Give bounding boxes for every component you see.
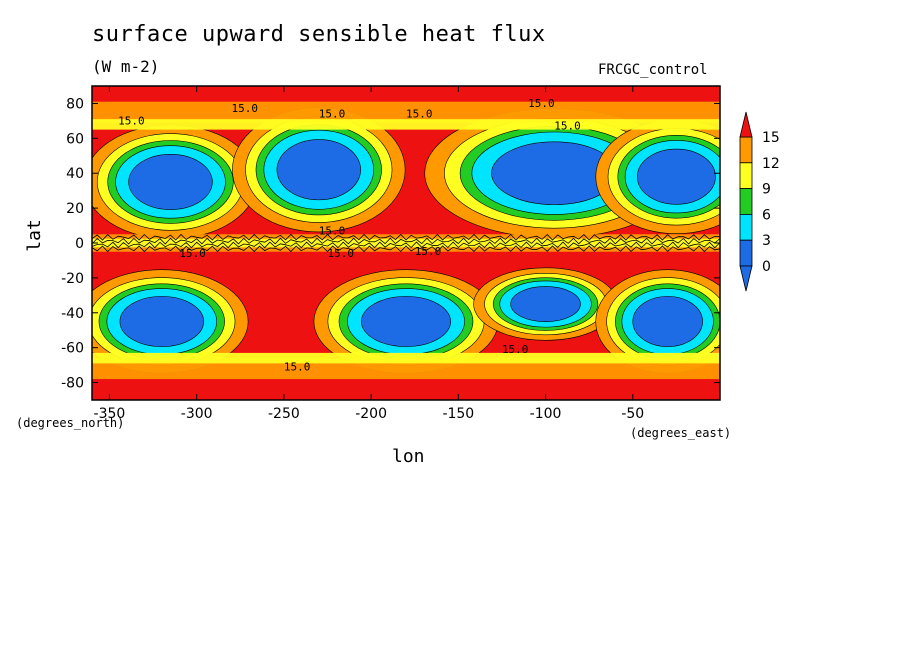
blob-0-ring-4	[128, 154, 213, 210]
y-tick-label: 80	[66, 96, 84, 112]
contour-label: 15.0	[528, 97, 555, 110]
x-tick-label: -300	[181, 406, 213, 422]
colorbar: 15 12 9 6 3 0	[739, 111, 780, 292]
x-axis-units: (degrees_east)	[630, 426, 732, 440]
x-axis-ticks: -350 -300 -250 -200 -150 -100 -50	[94, 86, 644, 422]
contour-label: 15.0	[319, 107, 346, 120]
contour-label: 15.0	[319, 224, 346, 237]
x-tick-label: -250	[268, 406, 300, 422]
band-0	[92, 101, 720, 123]
band-1	[92, 119, 720, 130]
run-label: FRCGC_control	[598, 62, 708, 78]
y-tick-label: -40	[61, 306, 84, 322]
y-tick-label: -60	[61, 341, 84, 357]
contour-label: 15.0	[118, 114, 144, 127]
x-tick-label: -100	[530, 406, 562, 422]
colorbar-label: 0	[762, 259, 771, 275]
x-tick-label: -350	[94, 406, 126, 422]
contour-label: 15.0	[284, 360, 311, 373]
contour-label: 15.0	[328, 247, 355, 260]
contour-label: 15.0	[179, 247, 206, 260]
colorbar-segment	[739, 239, 753, 267]
blob-4-ring-4	[119, 296, 204, 347]
colorbar-segment	[739, 162, 753, 190]
y-tick-label: -80	[61, 376, 84, 392]
equator-contour-2	[92, 237, 720, 245]
chart-units: (W m-2)	[92, 57, 160, 76]
y-tick-label: 60	[66, 131, 84, 147]
blob-6-ring-4	[510, 286, 581, 322]
colorbar-label: 6	[762, 207, 771, 223]
north-pole-strip	[92, 86, 720, 100]
blob-5-ring-4	[361, 296, 451, 347]
y-tick-label: -20	[61, 271, 84, 287]
heatmap-field	[92, 86, 720, 400]
chart-title: surface upward sensible heat flux	[92, 22, 546, 47]
colorbar-label: 3	[762, 233, 771, 249]
x-tick-label: -150	[442, 406, 474, 422]
contour-label: 15.0	[415, 245, 442, 258]
colorbar-segment	[739, 188, 753, 215]
colorbar-label: 15	[762, 130, 780, 146]
contour-label: 15.0	[554, 120, 581, 133]
y-tick-label: 0	[75, 236, 84, 252]
contour-label: 15.0	[232, 102, 258, 115]
colorbar-extend-top	[739, 111, 753, 138]
y-axis-units: (degrees_north)	[16, 416, 125, 430]
colorbar-extend-bottom	[739, 265, 753, 292]
band-3	[92, 352, 720, 364]
equator-contour-3	[92, 233, 720, 241]
blob-1-ring-4	[276, 139, 361, 201]
contour-label: 15.0	[406, 107, 433, 120]
x-tick-label: -50	[621, 406, 644, 422]
south-pole-strip	[92, 386, 720, 400]
equator-contour-0	[92, 245, 720, 253]
blob-3-ring-4	[637, 148, 716, 205]
colorbar-segment	[739, 136, 753, 164]
y-axis-ticks: 80 60 40 20 0 -20 -40 -60 -80	[61, 96, 720, 392]
x-tick-label: -200	[355, 406, 387, 422]
x-axis-label: lon	[392, 446, 425, 467]
equator-contour-1	[92, 241, 720, 249]
contour-label: 15.0	[502, 343, 529, 356]
blob-7-ring-4	[632, 296, 703, 347]
y-tick-label: 40	[66, 166, 84, 182]
colorbar-segment	[739, 213, 753, 241]
contour-labels: 15.0 15.0 15.0 15.0 15.0 15.0 15.0 15.0 15.0 15.0…	[118, 97, 581, 373]
colorbar-label: 9	[762, 182, 771, 198]
y-tick-label: 20	[66, 201, 84, 217]
colorbar-label: 12	[762, 156, 780, 172]
